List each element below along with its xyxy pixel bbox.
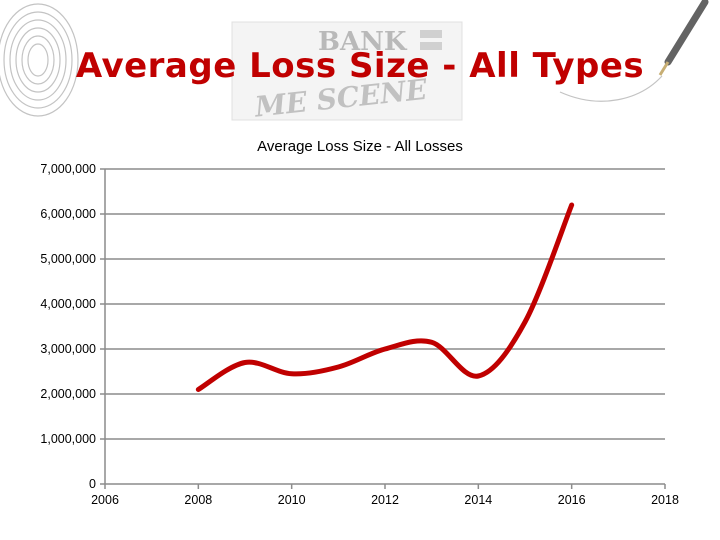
background-artwork: BANK ME SCENE <box>0 0 709 124</box>
y-tick-label: 0 <box>89 477 96 491</box>
x-tick-label: 2014 <box>464 493 492 507</box>
x-tick-label: 2012 <box>371 493 399 507</box>
x-tick-label: 2010 <box>278 493 306 507</box>
bank-logo: BANK ME SCENE <box>231 21 463 124</box>
x-tick-label: 2016 <box>558 493 586 507</box>
y-tick-label: 2,000,000 <box>40 387 96 401</box>
fingerprint-icon <box>0 3 79 117</box>
y-tick-label: 3,000,000 <box>40 342 96 356</box>
slide-title: Average Loss Size - All Types <box>75 46 645 86</box>
chart-title: Average Loss Size - All Losses <box>257 138 463 155</box>
series-group <box>195 202 575 392</box>
logo-bank-text: BANK <box>318 27 408 57</box>
x-tick-label: 2006 <box>91 493 119 507</box>
y-tick-label: 7,000,000 <box>40 162 96 176</box>
y-gridlines <box>105 168 665 485</box>
y-tick-label: 5,000,000 <box>40 252 96 266</box>
x-axis: 2006 2008 2010 2012 2014 2016 2018 <box>91 484 679 507</box>
y-tick-label: 6,000,000 <box>40 207 96 221</box>
y-tick-label: 1,000,000 <box>40 432 96 446</box>
x-tick-label: 2008 <box>184 493 212 507</box>
y-axis: 0 1,000,000 2,000,000 3,000,000 4,000,000 5,0… <box>40 162 106 491</box>
x-tick-label: 2018 <box>651 493 679 507</box>
series-line <box>195 202 575 392</box>
pen-icon <box>559 0 709 102</box>
y-tick-label: 4,000,000 <box>40 297 96 311</box>
